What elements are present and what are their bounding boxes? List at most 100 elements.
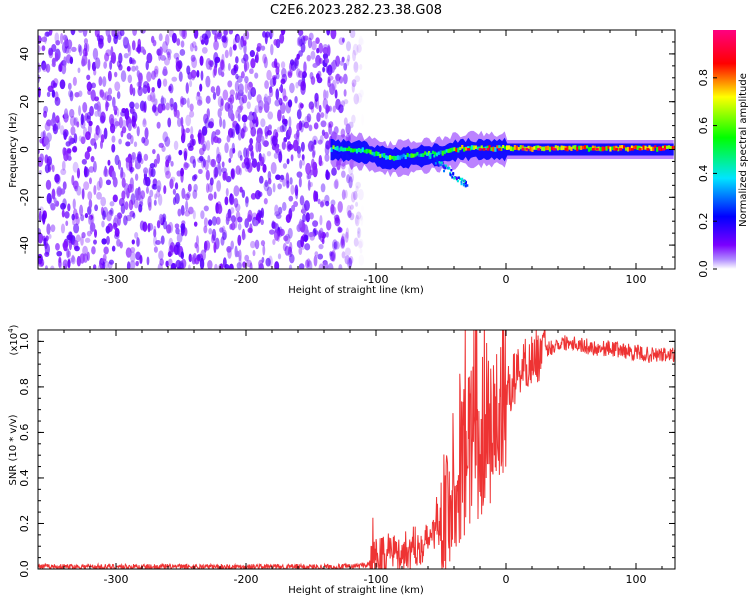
heatmap-noise-cell xyxy=(302,213,307,223)
heatmap-noise-cell xyxy=(267,124,272,130)
heatmap-noise-cell xyxy=(85,131,91,141)
heatmap-noise-cell xyxy=(297,152,301,159)
heatmap-noise-cell xyxy=(309,212,314,220)
heatmap-noise-cell xyxy=(127,74,133,84)
heatmap-noise-cell xyxy=(112,194,118,203)
heatmap-noise-cell xyxy=(135,65,139,71)
heatmap-noise-cell xyxy=(193,183,198,193)
heatmap-signal-cell xyxy=(578,145,581,150)
heatmap-noise-cell xyxy=(217,108,222,118)
heatmap-noise-cell xyxy=(136,44,142,54)
heatmap-noise-cell xyxy=(114,71,118,78)
heatmap-noise-cell xyxy=(86,111,92,120)
heatmap-noise-cell xyxy=(305,259,309,269)
heatmap-signal-cell xyxy=(441,150,444,156)
heatmap-noise-cell xyxy=(236,35,240,44)
heatmap-noise-cell xyxy=(92,264,97,269)
heatmap-noise-cell xyxy=(88,120,93,127)
heatmap-noise-cell xyxy=(88,166,95,173)
heatmap-signal-cell xyxy=(568,145,571,150)
heatmap-noise-cell xyxy=(117,159,122,170)
heatmap-noise-cell xyxy=(88,216,92,225)
heatmap-noise-cell xyxy=(288,195,294,202)
heatmap-noise-cell xyxy=(154,107,159,117)
heatmap-noise-cell xyxy=(235,211,241,220)
heatmap-noise-cell xyxy=(273,152,279,159)
heatmap-noise-cell xyxy=(131,115,136,128)
heatmap-signal-cell xyxy=(465,146,468,151)
heatmap-noise-cell xyxy=(310,50,316,60)
heatmap-noise-cell xyxy=(65,141,71,147)
heatmap-signal-cell xyxy=(624,147,628,151)
heatmap-signal-cell xyxy=(389,155,392,160)
heatmap-signal-cell xyxy=(626,146,630,152)
heatmap-signal-cell xyxy=(521,145,524,149)
heatmap-noise-cell xyxy=(264,131,268,140)
heatmap-noise-cell xyxy=(150,35,155,44)
heatmap-noise-cell xyxy=(308,231,314,238)
heatmap-noise-cell xyxy=(235,165,241,175)
heatmap-branch-cell xyxy=(452,173,455,176)
heatmap-noise-cell xyxy=(208,219,213,227)
heatmap-noise-cell xyxy=(125,141,131,147)
heatmap-noise-cell xyxy=(264,179,269,188)
heatmap-noise-cell xyxy=(143,167,149,175)
heatmap-signal-cell xyxy=(605,146,608,151)
heatmap-noise-cell xyxy=(286,180,290,189)
heatmap-signal-cell xyxy=(451,147,454,152)
heatmap-noise-cell xyxy=(126,66,131,72)
heatmap-noise-cell xyxy=(161,105,166,111)
heatmap-noise-cell xyxy=(63,39,69,47)
heatmap-noise-cell xyxy=(356,231,360,239)
heatmap-noise-cell xyxy=(195,93,201,102)
heatmap-noise-cell xyxy=(300,120,306,128)
heatmap-noise-cell xyxy=(205,95,211,104)
heatmap-noise-cell xyxy=(44,154,49,164)
heatmap-noise-cell xyxy=(274,99,281,107)
heatmap-noise-cell xyxy=(229,89,235,97)
heatmap-noise-cell xyxy=(314,251,319,257)
heatmap-noise-cell xyxy=(256,133,263,139)
heatmap-signal-cell xyxy=(424,151,427,155)
heatmap-signal-peak xyxy=(638,148,642,151)
heatmap-noise-cell xyxy=(318,263,324,269)
heatmap-noise-cell xyxy=(142,119,147,128)
heatmap-noise-cell xyxy=(227,80,233,88)
heatmap-noise-cell xyxy=(99,89,103,96)
heatmap-signal-cell xyxy=(564,145,567,151)
heatmap-noise-cell xyxy=(106,94,113,102)
heatmap-signal-cell xyxy=(406,152,409,157)
heatmap-noise-cell xyxy=(194,242,198,249)
heatmap-noise-cell xyxy=(346,41,352,52)
heatmap-noise-cell xyxy=(140,190,146,200)
heatmap-noise-cell xyxy=(90,138,97,146)
heatmap-noise-cell xyxy=(70,30,76,36)
heatmap-branch-cell xyxy=(460,182,463,186)
heatmap-noise-cell xyxy=(289,59,295,66)
heatmap-signal-cell xyxy=(472,145,476,150)
heatmap-noise-cell xyxy=(165,159,170,168)
colorbar-tick-label: 0.6 xyxy=(697,117,710,135)
heatmap-noise-cell xyxy=(343,99,349,105)
heatmap-noise-cell xyxy=(201,33,208,40)
heatmap-noise-cell xyxy=(131,239,135,245)
heatmap-noise-cell xyxy=(93,69,97,76)
colorbar-tick-label: 0.4 xyxy=(697,165,710,183)
heatmap-noise-cell xyxy=(301,158,306,166)
heatmap-noise-cell xyxy=(246,101,251,110)
heatmap-noise-cell xyxy=(356,44,362,53)
heatmap-noise-cell xyxy=(269,30,274,38)
heatmap-noise-cell xyxy=(186,65,191,75)
heatmap-noise-cell xyxy=(180,251,184,260)
heatmap-noise-cell xyxy=(348,121,354,129)
heatmap-noise-cell xyxy=(327,64,333,76)
heatmap-noise-cell xyxy=(322,46,329,54)
heatmap-noise-cell xyxy=(65,220,69,226)
heatmap-signal-cell xyxy=(517,147,520,151)
heatmap-noise-cell xyxy=(243,147,248,159)
heatmap-noise-cell xyxy=(170,262,177,269)
heatmap-noise-cell xyxy=(109,201,115,207)
heatmap-noise-cell xyxy=(277,109,282,122)
colorbar-ticks: 0.0 0.2 0.4 0.6 0.8 xyxy=(697,69,717,278)
heatmap-noise-cell xyxy=(120,130,124,138)
